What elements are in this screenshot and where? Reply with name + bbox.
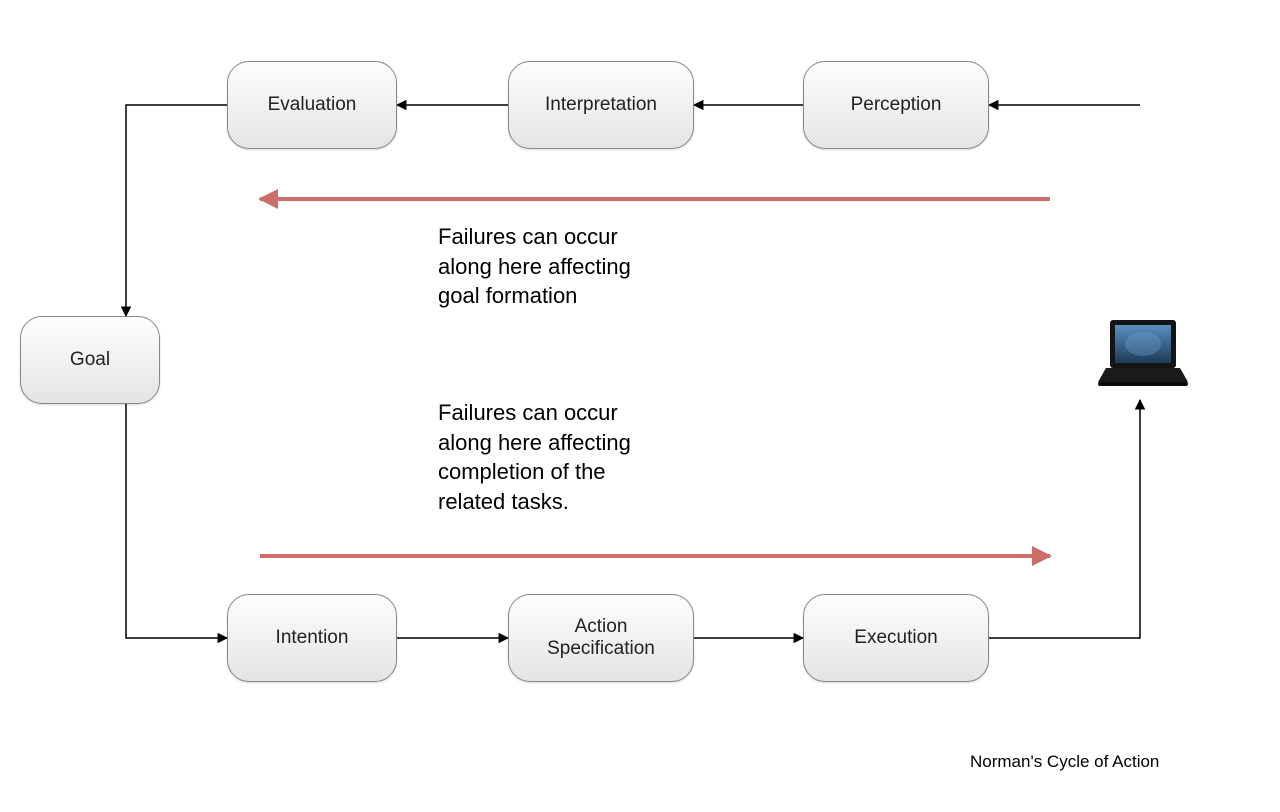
node-label: Goal (70, 349, 110, 371)
node-perception: Perception (803, 61, 989, 149)
node-label: Perception (851, 94, 942, 116)
node-label: ActionSpecification (547, 616, 655, 660)
node-label: Intention (276, 627, 349, 649)
node-goal: Goal (20, 316, 160, 404)
node-interpretation: Interpretation (508, 61, 694, 149)
node-evaluation: Evaluation (227, 61, 397, 149)
diagram-caption: Norman's Cycle of Action (970, 752, 1159, 772)
laptop-icon (1098, 318, 1188, 399)
node-action-specification: ActionSpecification (508, 594, 694, 682)
node-label: Execution (854, 627, 937, 649)
annotation-bottom: Failures can occuralong here affectingco… (438, 398, 631, 517)
caption-text: Norman's Cycle of Action (970, 752, 1159, 771)
node-execution: Execution (803, 594, 989, 682)
node-label: Evaluation (268, 94, 357, 116)
node-intention: Intention (227, 594, 397, 682)
node-label: Interpretation (545, 94, 657, 116)
annotation-text: Failures can occuralong here affectingco… (438, 400, 631, 514)
annotation-top: Failures can occuralong here affectinggo… (438, 222, 631, 311)
annotation-text: Failures can occuralong here affectinggo… (438, 224, 631, 308)
